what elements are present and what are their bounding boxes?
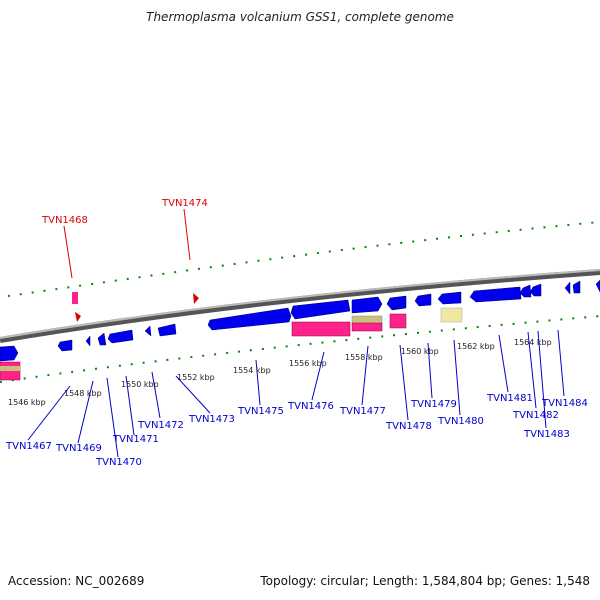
- gene-label: TVN1476: [287, 401, 334, 412]
- gene-arrow: [85, 335, 91, 347]
- kbp-label: 1546 kbp: [8, 398, 46, 407]
- gene-label: TVN1468: [41, 215, 88, 226]
- gene-arrow: [529, 283, 542, 297]
- gene-arrow: [157, 323, 177, 337]
- gene-label: TVN1475: [237, 406, 284, 417]
- gene-labels[interactable]: TVN1468 TVN1474 TVN1467 TVN1469 TVN1470 …: [5, 198, 588, 468]
- gene-label: TVN1469: [55, 443, 102, 454]
- gene-label: TVN1482: [512, 410, 559, 421]
- label-leaders: [27, 208, 565, 458]
- kbp-label: 1562 kbp: [457, 342, 495, 351]
- genome-backbone: [0, 269, 600, 343]
- inner-tick-ring: [0, 315, 600, 383]
- kbp-label: 1556 kbp: [289, 359, 327, 368]
- rna-feature: [72, 292, 78, 304]
- accession-info: Accession: NC_002689: [8, 574, 145, 588]
- gene-arrow: [386, 295, 407, 311]
- gene-arrow: [57, 339, 73, 352]
- rna-feature: [291, 321, 351, 337]
- gene-label: TVN1483: [523, 429, 570, 440]
- gene-arrow: [0, 345, 19, 362]
- topology-info: Topology: circular; Length: 1,584,804 bp…: [260, 574, 590, 588]
- gene-arrow: [207, 307, 292, 331]
- reverse-markers: [75, 293, 199, 322]
- gene-label: TVN1481: [486, 393, 533, 404]
- gene-label: TVN1479: [410, 399, 457, 410]
- kbp-label: 1558 kbp: [345, 353, 383, 362]
- kbp-scale: 1546 kbp 1548 kbp 1550 kbp 1552 kbp 1554…: [8, 338, 552, 407]
- gene-arrow: [437, 291, 462, 305]
- gene-label: TVN1467: [5, 441, 52, 452]
- genome-title: Thermoplasma volcanium GSS1, complete ge…: [146, 10, 454, 24]
- kbp-label: 1550 kbp: [121, 380, 159, 389]
- rna-feature: [389, 313, 407, 329]
- gene-arrow: [144, 325, 152, 337]
- gene-arrow: [107, 329, 134, 344]
- kbp-label: 1560 kbp: [401, 347, 439, 356]
- gene-arrow: [572, 280, 581, 294]
- gene-label: TVN1473: [188, 414, 235, 425]
- gene-label: TVN1480: [437, 416, 484, 427]
- rna-track: [0, 292, 463, 381]
- kbp-label: 1548 kbp: [64, 389, 102, 398]
- gene-label: TVN1477: [339, 406, 386, 417]
- kbp-label: 1564 kbp: [514, 338, 552, 347]
- gene-label: TVN1484: [541, 398, 588, 409]
- gene-arrow: [469, 286, 522, 303]
- gene-arrow: [97, 332, 107, 346]
- rna-feature: [351, 322, 383, 332]
- outer-tick-ring: [7, 221, 600, 297]
- kbp-label: 1554 kbp: [233, 366, 271, 375]
- other-feature: [0, 366, 20, 371]
- kbp-label: 1552 kbp: [177, 373, 215, 382]
- gene-label: TVN1474: [161, 198, 208, 209]
- gene-arrow: [595, 279, 600, 293]
- gene-arrow: [519, 284, 532, 298]
- gene-label: TVN1478: [385, 421, 432, 432]
- gene-track: [0, 279, 600, 362]
- gene-label: TVN1472: [137, 420, 184, 431]
- gene-arrow: [564, 281, 571, 295]
- gene-label: TVN1471: [112, 434, 159, 445]
- gene-label: TVN1470: [95, 457, 142, 468]
- other-feature: [440, 307, 463, 323]
- gene-arrow: [351, 296, 383, 314]
- gene-arrow: [414, 293, 432, 307]
- gene-arrow: [290, 299, 351, 320]
